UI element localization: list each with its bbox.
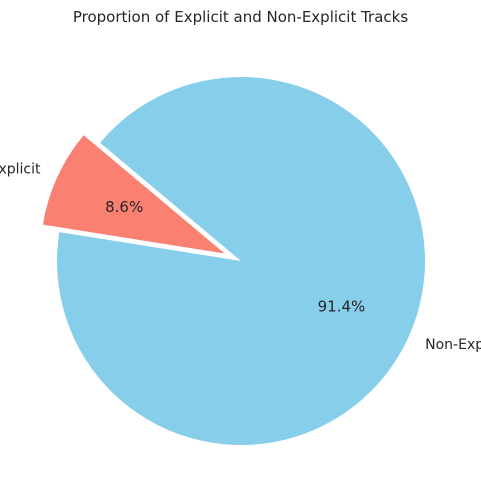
pie-percent-non-explicit: 91.4% (318, 297, 366, 315)
pie-slice-explicit (42, 135, 225, 254)
pie-percent-explicit: 8.6% (105, 198, 143, 216)
pie-slices (42, 76, 426, 445)
pie-labels: Explicit 8.6% Non-Explicit 91.4% (0, 162, 481, 353)
pie-label-non-explicit: Non-Explicit (425, 337, 481, 353)
pie-slice-non-explicit (57, 76, 426, 445)
chart-title: Proportion of Explicit and Non-Explicit … (73, 8, 408, 26)
pie-label-explicit: Explicit (0, 162, 41, 178)
